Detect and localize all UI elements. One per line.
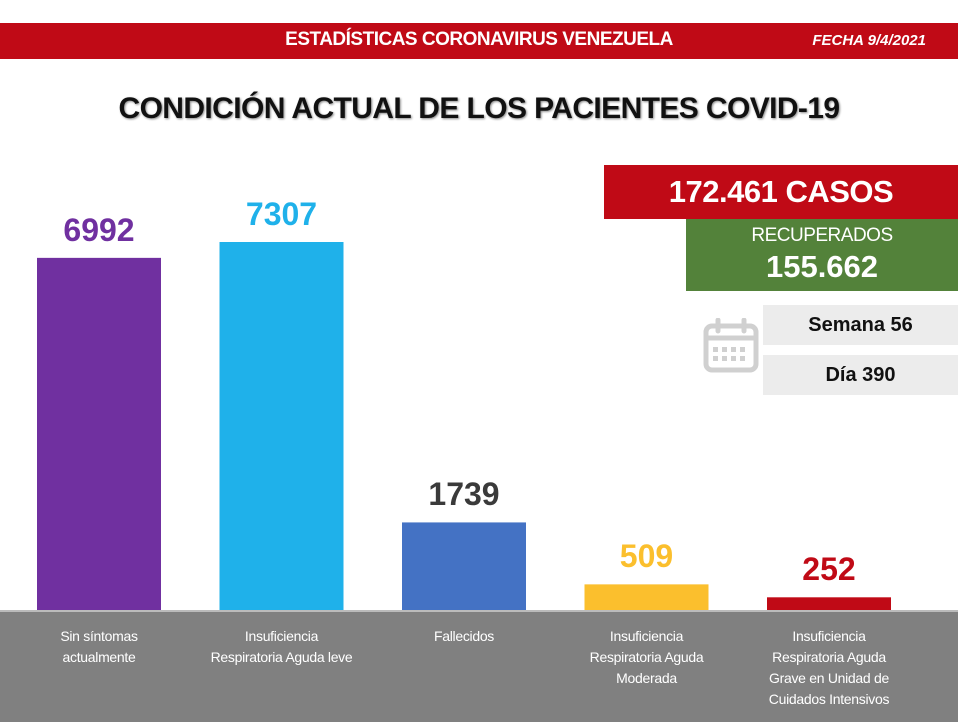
calendar-icon <box>703 318 759 373</box>
day-box: Día 390 <box>763 355 958 395</box>
recovered-box: RECUPERADOS 155.662 <box>686 219 958 291</box>
recovered-value: 155.662 <box>765 249 879 284</box>
category-label-line: Insuficiencia <box>609 628 684 644</box>
category-label-line: Insuficiencia <box>792 628 866 644</box>
bar-2 <box>402 522 526 610</box>
category-label-line: Sin síntomas <box>60 628 138 644</box>
category-label-2: Fallecidos <box>384 626 544 647</box>
bar-0 <box>37 257 161 610</box>
value-label-0: 6992 <box>63 211 135 248</box>
value-label-4: 252 <box>802 551 856 588</box>
value-label-2: 1739 <box>428 476 500 513</box>
header-bar: ESTADÍSTICAS CORONAVIRUS VENEZUELA FECHA… <box>0 23 958 59</box>
category-label-line: Respiratoria Aguda <box>589 649 704 665</box>
category-label-line: Cuidados Intensivos <box>768 691 890 707</box>
category-label-line: Respiratoria Aguda <box>772 649 886 665</box>
category-label-4: Insuficiencia Respiratoria Aguda Grave en … <box>749 626 909 710</box>
total-cases-box: 172.461 CASOS <box>604 165 958 219</box>
value-label-3: 509 <box>619 538 674 575</box>
category-label-line: Grave en Unidad de <box>769 670 889 686</box>
bar-3 <box>584 584 709 610</box>
category-label-line: actualmente <box>62 649 136 665</box>
bar-1 <box>219 242 344 610</box>
recovered-label: RECUPERADOS <box>751 225 893 246</box>
category-label-line: Moderada <box>616 670 677 686</box>
category-axis-band <box>0 610 958 722</box>
week-box: Semana 56 <box>763 305 958 345</box>
category-label-0: Sin síntomas actualmente <box>19 626 179 668</box>
category-label-line: Respiratoria Aguda leve <box>210 649 353 665</box>
bar-4 <box>767 597 891 610</box>
header-date: FECHA 9/4/2021 <box>812 32 926 49</box>
chart-title: CONDICIÓN ACTUAL DE LOS PACIENTES COVID-… <box>118 92 841 125</box>
value-label-1: 7307 <box>245 196 318 232</box>
category-label-line: Insuficiencia <box>244 628 319 644</box>
header-title: ESTADÍSTICAS CORONAVIRUS VENEZUELA <box>285 29 673 50</box>
category-label-1: Insuficiencia Respiratoria Aguda leve <box>202 626 362 668</box>
category-label-3: Insuficiencia Respiratoria Aguda Moderada <box>567 626 727 689</box>
category-label-line: Fallecidos <box>433 628 495 644</box>
